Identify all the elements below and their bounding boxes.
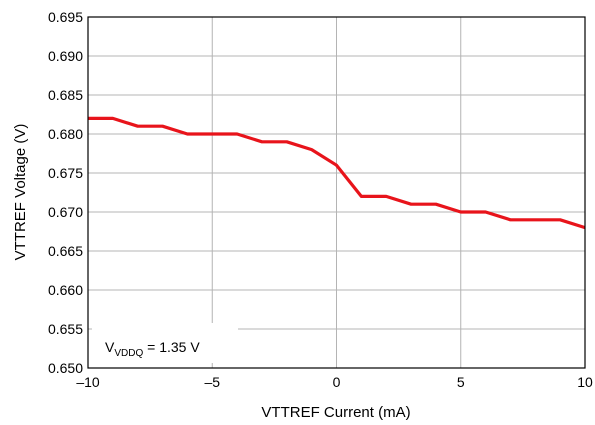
x-tick-label: –10 bbox=[76, 374, 100, 390]
plot-frame bbox=[87, 16, 586, 369]
x-tick-label: 5 bbox=[457, 374, 465, 390]
annotation-value: = 1.35 V bbox=[143, 339, 200, 355]
y-tick-label: 0.685 bbox=[48, 87, 83, 103]
series-lines bbox=[87, 116, 586, 230]
annotation-subscript: VDDQ bbox=[114, 348, 143, 359]
annotation-label: VVDDQ = 1.35 V bbox=[105, 339, 200, 359]
y-axis-title: VTTREF Voltage (V) bbox=[12, 124, 29, 261]
x-tick-label: 10 bbox=[577, 374, 593, 390]
y-tick-label: 0.665 bbox=[48, 243, 83, 259]
y-tick-label: 0.670 bbox=[48, 204, 83, 220]
y-tick-labels: 0.650 0.655 0.660 0.665 0.670 0.675 0.680 0.685… bbox=[48, 9, 83, 376]
x-tick-label: –5 bbox=[204, 374, 220, 390]
y-tick-label: 0.690 bbox=[48, 48, 83, 64]
annotation-background bbox=[92, 323, 238, 363]
y-tick-label: 0.695 bbox=[48, 9, 83, 25]
gridlines bbox=[88, 17, 585, 368]
y-tick-label: 0.680 bbox=[48, 126, 83, 142]
y-tick-label: 0.655 bbox=[48, 321, 83, 337]
y-tick-label: 0.660 bbox=[48, 282, 83, 298]
annotation-main: V bbox=[105, 339, 115, 355]
y-tick-label: 0.650 bbox=[48, 360, 83, 376]
x-tick-labels: –10 –5 0 5 10 bbox=[76, 374, 593, 390]
y-tick-label: 0.675 bbox=[48, 165, 83, 181]
x-tick-label: 0 bbox=[333, 374, 341, 390]
x-axis-title: VTTREF Current (mA) bbox=[261, 404, 410, 421]
